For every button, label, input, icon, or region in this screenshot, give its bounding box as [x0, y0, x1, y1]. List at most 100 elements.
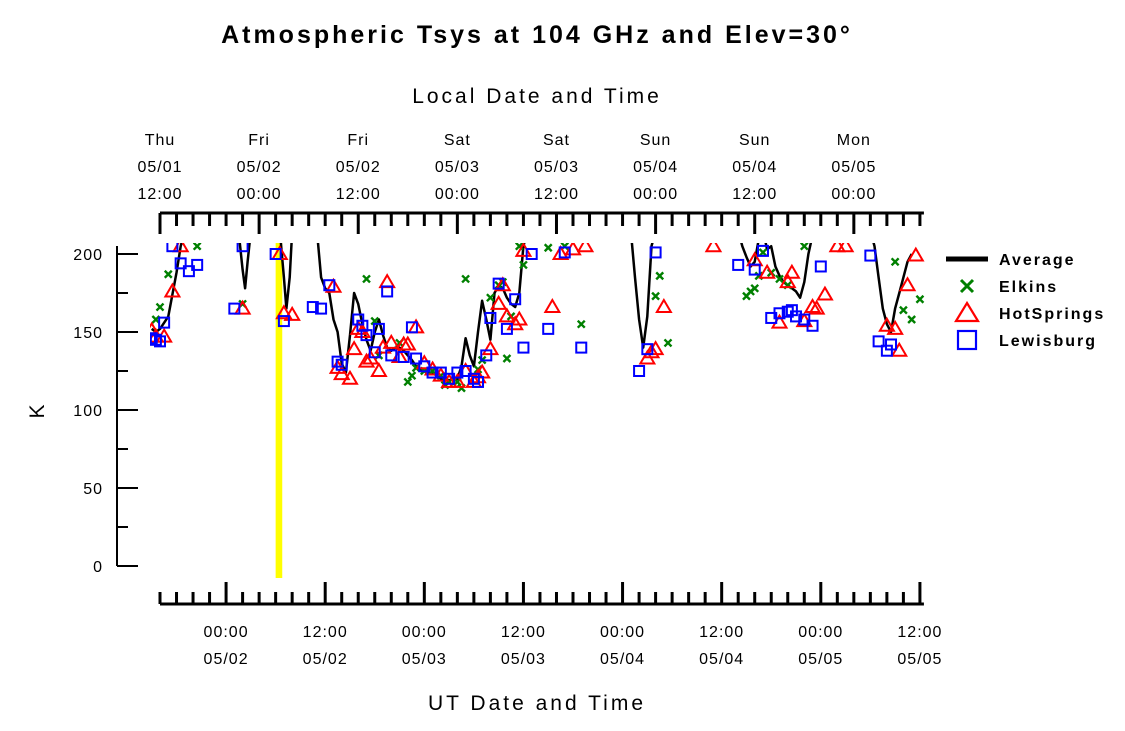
top-tick-label: 12:00 — [137, 186, 182, 203]
top-tick-label: 12:00 — [732, 186, 777, 203]
data-point-lewisburg — [368, 346, 381, 359]
top-tick-label: Fri — [347, 132, 369, 149]
top-tick-label: 12:00 — [534, 186, 579, 203]
data-point-lewisburg — [434, 366, 447, 379]
data-point-elkins — [907, 315, 917, 324]
bottom-tick-label: 00:00 — [600, 624, 645, 641]
data-point-hotsprings — [370, 362, 388, 377]
data-point-lewisburg — [154, 335, 166, 348]
data-point-hotsprings — [878, 316, 896, 332]
data-point-lewisburg — [277, 315, 290, 328]
data-point-hotsprings — [551, 245, 570, 260]
data-point-hotsprings — [341, 369, 359, 385]
data-point-lewisburg — [756, 244, 769, 257]
top-tick-label: 05/03 — [534, 159, 579, 176]
data-point-lewisburg — [885, 338, 898, 351]
data-point-lewisburg — [166, 243, 179, 253]
data-point-lewisburg — [525, 248, 538, 260]
data-point-hotsprings — [828, 243, 847, 253]
data-point-hotsprings — [332, 365, 351, 381]
data-point-lewisburg — [517, 341, 530, 354]
data-point-hotsprings — [357, 352, 376, 368]
bottom-tick-label: 05/04 — [600, 651, 645, 668]
top-axis-title: Local Date and Time — [412, 85, 662, 108]
data-point-hotsprings — [779, 273, 797, 289]
data-point-hotsprings — [898, 276, 917, 292]
data-point-elkins — [362, 274, 371, 284]
data-point-lewisburg — [492, 277, 505, 290]
top-tick-label: 12:00 — [336, 186, 381, 203]
top-tick-label: 05/02 — [237, 159, 282, 176]
data-point-elkins — [403, 377, 413, 387]
data-point-elkins — [758, 248, 768, 257]
data-point-elkins — [915, 294, 925, 304]
data-point-lewisburg — [509, 293, 522, 306]
data-point-lewisburg — [641, 343, 654, 356]
y-tick-label: 150 — [73, 325, 103, 342]
top-tick-label: Sun — [739, 132, 770, 149]
data-point-elkins — [899, 305, 908, 315]
data-point-lewisburg — [732, 258, 745, 271]
data-point-elkins — [543, 243, 553, 253]
data-point-elkins — [519, 260, 528, 270]
data-point-elkins — [775, 274, 784, 284]
data-point-hotsprings — [275, 304, 293, 320]
top-tick-label: 00:00 — [435, 186, 480, 203]
data-point-lewisburg — [174, 257, 187, 270]
data-point-elkins — [163, 269, 173, 279]
data-point-elkins — [461, 274, 470, 284]
data-point-lewisburg — [542, 322, 555, 335]
data-point-lewisburg — [649, 246, 662, 259]
data-point-elkins — [651, 291, 660, 301]
data-point-hotsprings — [324, 277, 343, 293]
data-point-hotsprings — [655, 298, 673, 314]
data-point-elkins — [407, 371, 417, 381]
data-point-lewisburg — [633, 365, 646, 377]
legend-label-elkins: Elkins — [999, 279, 1058, 296]
top-tick-label: 00:00 — [237, 186, 282, 203]
top-tick-label: 05/04 — [633, 159, 678, 176]
top-tick-label: Fri — [248, 132, 270, 149]
data-point-hotsprings — [489, 294, 508, 310]
data-point-lewisburg — [480, 349, 493, 362]
top-tick-label: Thu — [145, 132, 176, 149]
data-point-lewisburg — [790, 310, 803, 323]
data-point-lewisburg — [385, 349, 398, 362]
data-point-hotsprings — [378, 273, 396, 289]
bottom-tick-label: 12:00 — [303, 624, 348, 641]
y-tick-label: 100 — [73, 403, 103, 420]
data-point-hotsprings — [704, 243, 723, 253]
data-point-elkins — [750, 283, 760, 293]
data-point-lewisburg — [443, 372, 456, 385]
chart-title: Atmospheric Tsys at 104 GHz and Elev=30° — [221, 21, 853, 49]
data-point-hotsprings — [543, 298, 562, 314]
data-point-hotsprings — [345, 340, 363, 356]
data-point-hotsprings — [382, 333, 401, 349]
highlight-band — [275, 243, 283, 578]
legend-label-average: Average — [999, 252, 1076, 269]
data-point-lewisburg — [798, 313, 811, 326]
data-point-lewisburg — [806, 319, 819, 332]
data-point-hotsprings — [510, 310, 529, 326]
data-point-elkins — [576, 319, 586, 329]
bottom-tick-label: 05/03 — [402, 651, 447, 668]
data-point-lewisburg — [315, 302, 328, 315]
data-point-lewisburg — [500, 322, 513, 335]
legend-label-lewisburg: Lewisburg — [999, 333, 1097, 350]
data-point-hotsprings — [783, 263, 801, 279]
y-axis-title: K — [26, 401, 49, 418]
top-tick-label: 05/04 — [732, 159, 777, 176]
data-point-hotsprings — [399, 335, 417, 351]
bottom-tick-label: 00:00 — [402, 624, 447, 641]
data-point-hotsprings — [576, 243, 595, 253]
bottom-tick-label: 05/05 — [798, 651, 843, 668]
bottom-tick-label: 12:00 — [699, 624, 744, 641]
bottom-tick-label: 12:00 — [501, 624, 546, 641]
data-point-lewisburg — [306, 301, 319, 314]
top-tick-label: Sat — [444, 132, 471, 149]
data-point-lewisburg — [372, 322, 385, 335]
bottom-tick-label: 05/02 — [303, 651, 348, 668]
data-point-lewisburg — [405, 321, 418, 334]
data-point-lewisburg — [575, 341, 588, 354]
